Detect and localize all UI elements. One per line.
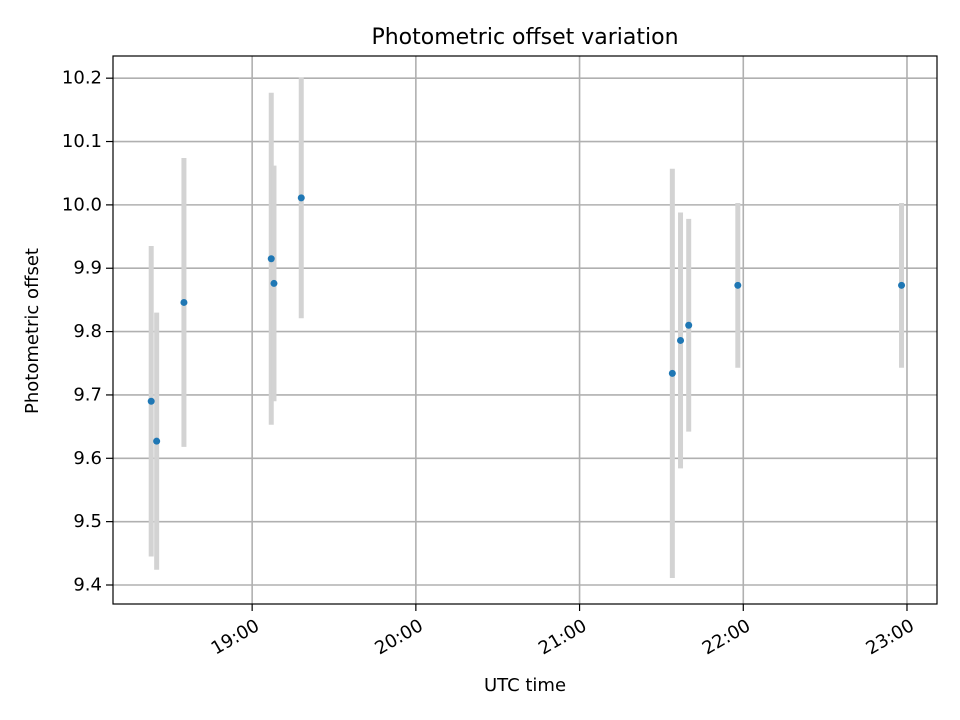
x-axis-label: UTC time xyxy=(484,675,566,696)
y-tick-label: 9.6 xyxy=(73,448,102,469)
plot-area xyxy=(112,55,938,605)
y-tick-label: 9.8 xyxy=(73,321,102,342)
data-point xyxy=(153,437,161,445)
data-point xyxy=(677,336,685,344)
data-point xyxy=(898,281,906,289)
data-point xyxy=(734,281,742,289)
y-tick-label: 9.9 xyxy=(73,258,102,279)
data-point xyxy=(668,369,676,377)
y-axis-label: Photometric offset xyxy=(22,248,43,414)
data-point xyxy=(180,298,188,306)
data-point xyxy=(685,321,693,329)
data-point xyxy=(270,279,278,287)
y-tick-label: 10.0 xyxy=(62,194,102,215)
grid xyxy=(113,56,937,604)
y-axis: 9.4 9.5 9.6 9.7 9.8 9.9 10.0 10.1 10.2 xyxy=(62,68,113,595)
y-tick-label: 9.7 xyxy=(73,384,102,405)
y-tick-label: 10.1 xyxy=(62,131,102,152)
data-point xyxy=(267,255,275,263)
data-point xyxy=(147,397,155,405)
data-points xyxy=(147,194,906,445)
chart-title: Photometric offset variation xyxy=(371,25,678,50)
data-point xyxy=(297,194,305,202)
y-tick-label: 10.2 xyxy=(62,68,102,89)
y-tick-label: 9.4 xyxy=(73,574,102,595)
y-tick-label: 9.5 xyxy=(73,511,102,532)
